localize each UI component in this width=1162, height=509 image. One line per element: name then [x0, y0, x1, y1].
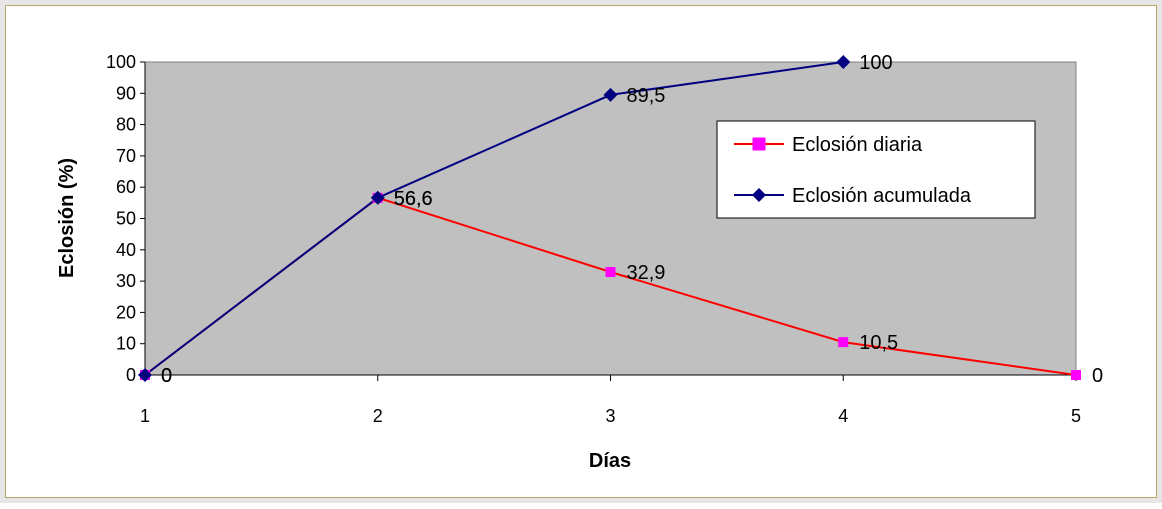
legend: Eclosión diaria Eclosión acumulada [716, 120, 1036, 219]
y-tick-label: 20 [116, 302, 136, 322]
legend-marker-eclosion-acumulada [752, 188, 766, 202]
x-axis-title: Días [589, 450, 631, 472]
y-axis: 0 10 20 30 40 50 60 70 80 90 100 [106, 52, 146, 385]
data-point-eclosion-diaria [1071, 370, 1081, 380]
y-tick-label: 30 [116, 271, 136, 291]
data-label-eclosion-acumulada: 100 [859, 52, 892, 74]
y-tick-label: 40 [116, 240, 136, 260]
x-tick-label: 4 [838, 406, 848, 426]
data-label-eclosion-diaria: 56,6 [394, 188, 433, 210]
y-tick-label: 60 [116, 177, 136, 197]
data-point-eclosion-diaria [838, 337, 849, 348]
data-label-eclosion-diaria: 0 [161, 365, 172, 387]
y-tick-label: 90 [116, 83, 136, 103]
data-point-eclosion-acumulada [603, 87, 618, 102]
legend-marker-eclosion-diaria [752, 137, 766, 151]
data-point-eclosion-diaria [605, 267, 616, 278]
data-point-eclosion-acumulada [370, 190, 385, 205]
data-label-eclosion-diaria: 0 [1092, 365, 1103, 387]
data-point-eclosion-acumulada [836, 55, 851, 69]
legend-box [716, 120, 1036, 219]
y-tick-label: 10 [116, 334, 136, 354]
data-label-eclosion-acumulada: 0 [161, 365, 172, 387]
x-tick-label: 2 [373, 406, 383, 426]
legend-label-eclosion-diaria: Eclosión diaria [792, 134, 923, 156]
data-point-eclosion-acumulada [138, 368, 152, 382]
legend-label-eclosion-acumulada: Eclosión acumulada [792, 185, 972, 207]
y-tick-label: 70 [116, 146, 136, 166]
series-markers [138, 55, 1081, 382]
data-label-eclosion-diaria: 32,9 [627, 262, 666, 284]
data-label-eclosion-acumulada: 89,5 [627, 85, 666, 107]
y-tick-label: 80 [116, 115, 136, 135]
x-axis: 1 2 3 4 5 [140, 374, 1081, 426]
x-tick-label: 5 [1071, 406, 1081, 426]
line-chart: 0 10 20 30 40 50 60 70 80 90 100 1 2 3 4 5 0 56,6 32,9 10… [56, 52, 1103, 472]
data-label-eclosion-acumulada: 56,6 [394, 188, 433, 210]
y-tick-label: 100 [106, 52, 136, 72]
x-tick-label: 1 [140, 406, 150, 426]
y-tick-label: 50 [116, 209, 136, 229]
y-axis-title: Eclosión (%) [56, 158, 78, 278]
x-tick-label: 3 [605, 406, 615, 426]
y-tick-label: 0 [126, 365, 136, 385]
data-label-eclosion-diaria: 10,5 [859, 332, 898, 354]
series-line-eclosion-acumulada [144, 61, 844, 376]
